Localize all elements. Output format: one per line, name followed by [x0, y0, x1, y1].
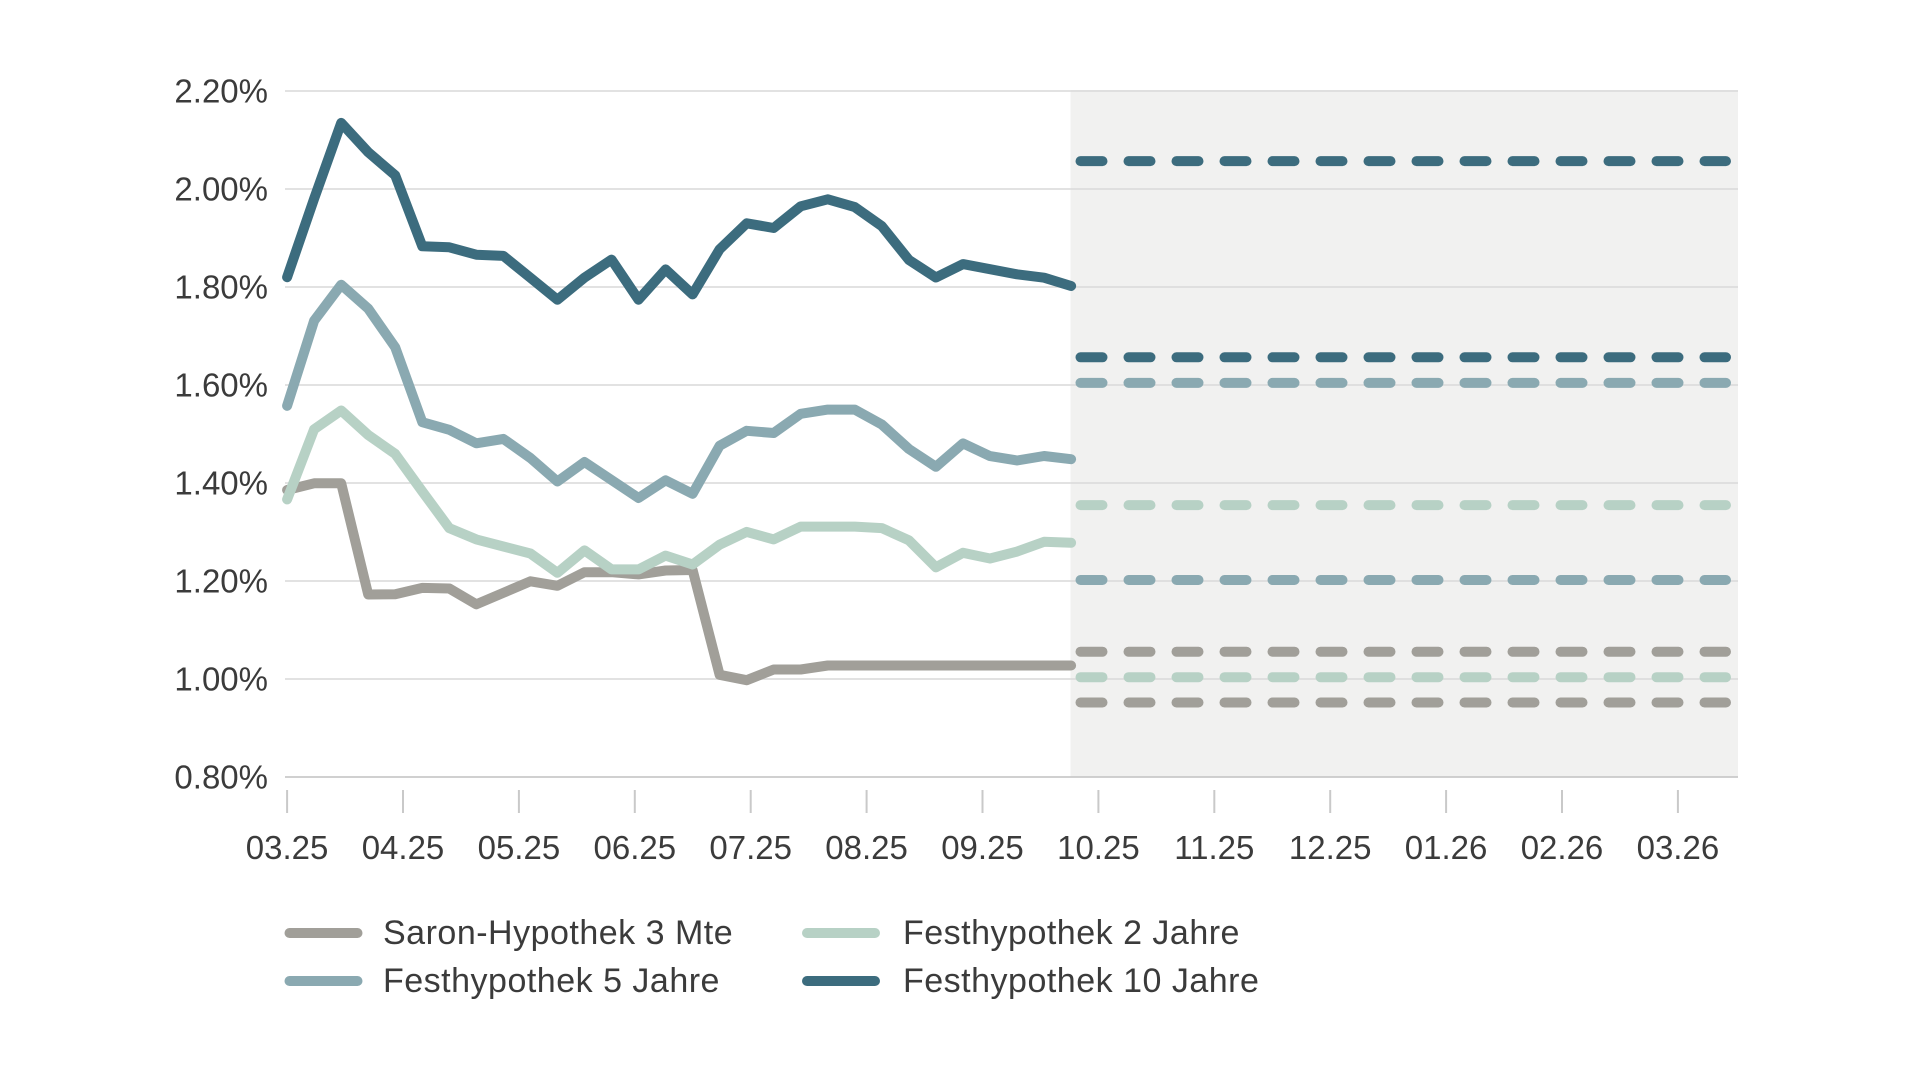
svg-text:1.40%: 1.40% [174, 465, 268, 502]
svg-text:0.80%: 0.80% [174, 759, 268, 796]
svg-text:1.20%: 1.20% [174, 563, 268, 600]
svg-text:1.80%: 1.80% [174, 269, 268, 306]
svg-text:03.26: 03.26 [1637, 829, 1720, 866]
svg-text:11.25: 11.25 [1174, 829, 1254, 866]
svg-text:2.20%: 2.20% [174, 73, 268, 110]
svg-text:08.25: 08.25 [825, 829, 908, 866]
svg-text:01.26: 01.26 [1405, 829, 1488, 866]
svg-text:02.26: 02.26 [1521, 829, 1604, 866]
svg-text:1.00%: 1.00% [174, 661, 268, 698]
svg-text:Saron-Hypothek 3 Mte: Saron-Hypothek 3 Mte [383, 914, 733, 952]
svg-text:06.25: 06.25 [594, 829, 677, 866]
svg-text:Festhypothek 2 Jahre: Festhypothek 2 Jahre [903, 914, 1240, 952]
svg-text:10.25: 10.25 [1057, 829, 1140, 866]
svg-text:03.25: 03.25 [246, 829, 329, 866]
svg-text:Festhypothek 5 Jahre: Festhypothek 5 Jahre [383, 962, 720, 1000]
svg-text:1.60%: 1.60% [174, 367, 268, 404]
svg-text:07.25: 07.25 [709, 829, 792, 866]
svg-text:Festhypothek 10 Jahre: Festhypothek 10 Jahre [903, 962, 1259, 1000]
svg-text:04.25: 04.25 [362, 829, 445, 866]
svg-text:2.00%: 2.00% [174, 171, 268, 208]
svg-text:09.25: 09.25 [941, 829, 1024, 866]
svg-text:05.25: 05.25 [478, 829, 561, 866]
svg-text:12.25: 12.25 [1289, 829, 1372, 866]
